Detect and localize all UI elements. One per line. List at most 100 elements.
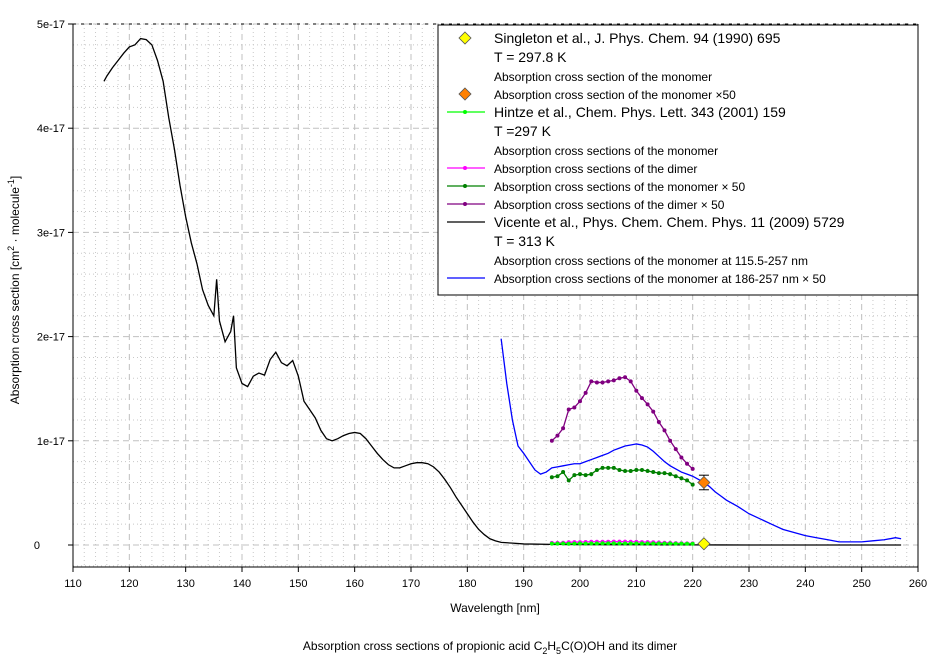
legend-marker-diamond bbox=[458, 31, 472, 45]
legend-entry-text: Absorption cross sections of the monomer… bbox=[494, 272, 826, 286]
x-tick-label: 190 bbox=[514, 578, 532, 590]
legend-entry-text: Absorption cross sections of the dimer ×… bbox=[494, 198, 725, 212]
data-point bbox=[606, 465, 611, 470]
diamond-marker bbox=[697, 475, 711, 490]
series-group bbox=[549, 541, 695, 546]
data-point bbox=[623, 541, 628, 546]
legend-entry-text: T =297 K bbox=[494, 123, 552, 139]
series-group bbox=[549, 375, 695, 471]
legend-entry-text: Singleton et al., J. Phys. Chem. 94 (199… bbox=[494, 30, 781, 46]
legend-marker-diamond bbox=[458, 87, 472, 101]
data-point bbox=[679, 541, 684, 546]
data-point bbox=[645, 469, 650, 474]
data-point bbox=[555, 433, 560, 438]
data-point bbox=[589, 472, 594, 477]
data-point bbox=[611, 541, 616, 546]
data-point bbox=[611, 378, 616, 383]
legend-marker-dot bbox=[463, 110, 467, 114]
legend-box bbox=[437, 24, 919, 296]
data-point bbox=[639, 396, 644, 401]
data-point bbox=[623, 375, 628, 380]
data-point bbox=[572, 405, 577, 410]
legend-entry-text: T = 297.8 K bbox=[494, 49, 567, 65]
chart-title: Absorption cross sections of propionic a… bbox=[303, 639, 677, 656]
data-point bbox=[639, 467, 644, 472]
data-point bbox=[623, 469, 628, 474]
chart-title-part: H bbox=[547, 639, 556, 653]
data-point bbox=[656, 471, 661, 476]
data-point bbox=[578, 472, 582, 477]
y-tick-label: 5e-17 bbox=[37, 19, 65, 31]
legend-entry-text: Hintze et al., Chem. Phys. Lett. 343 (20… bbox=[494, 104, 786, 120]
data-point bbox=[634, 541, 639, 546]
data-point bbox=[690, 541, 695, 546]
data-point bbox=[583, 473, 588, 478]
data-point bbox=[566, 407, 571, 412]
x-tick-label: 250 bbox=[852, 578, 870, 590]
data-point bbox=[594, 467, 599, 472]
x-tick-label: 140 bbox=[233, 578, 251, 590]
legend-entry-text: Absorption cross sections of the dimer bbox=[494, 162, 697, 176]
x-tick-label: 180 bbox=[458, 578, 476, 590]
legend-entry-text: Absorption cross sections of the monomer bbox=[494, 144, 718, 158]
series-group bbox=[697, 474, 711, 491]
data-point bbox=[600, 380, 605, 385]
y-axis-title-part: · molecule bbox=[8, 187, 22, 246]
data-point bbox=[572, 541, 577, 546]
data-point bbox=[594, 541, 599, 546]
x-tick-label: 260 bbox=[909, 578, 927, 590]
data-point bbox=[572, 473, 577, 478]
y-tick-label: 3e-17 bbox=[37, 227, 65, 239]
data-point bbox=[600, 541, 605, 546]
chart-title-sub: 2 bbox=[542, 646, 547, 656]
data-point bbox=[566, 478, 571, 483]
legend-entry-text: Vicente et al., Phys. Chem. Chem. Phys. … bbox=[494, 214, 845, 230]
legend-marker-dot bbox=[463, 166, 467, 170]
data-point bbox=[662, 541, 667, 546]
legend-entry-text: Absorption cross section of the monomer bbox=[494, 70, 712, 84]
x-tick-label: 230 bbox=[740, 578, 758, 590]
data-point bbox=[594, 380, 599, 385]
data-point bbox=[555, 541, 560, 546]
x-tick-label: 110 bbox=[64, 578, 82, 590]
data-point bbox=[685, 478, 690, 483]
legend: Singleton et al., J. Phys. Chem. 94 (199… bbox=[437, 24, 919, 296]
legend-marker-dot bbox=[463, 202, 467, 206]
data-point bbox=[549, 475, 554, 480]
x-tick-label: 220 bbox=[683, 578, 701, 590]
data-point bbox=[617, 467, 622, 472]
data-point bbox=[617, 541, 622, 546]
data-point bbox=[668, 472, 673, 477]
x-axis-title: Wavelength [nm] bbox=[450, 601, 540, 615]
y-axis-title: Absorption cross section [cm2 · molecule… bbox=[6, 176, 22, 404]
legend-entry-text: Absorption cross sections of the monomer… bbox=[494, 254, 808, 268]
y-axis-title-part: Absorption cross section [cm bbox=[8, 251, 22, 404]
data-point bbox=[578, 399, 582, 404]
data-point bbox=[549, 438, 554, 443]
data-point bbox=[668, 541, 673, 546]
x-tick-label: 150 bbox=[289, 578, 307, 590]
data-point bbox=[645, 402, 650, 407]
data-point bbox=[673, 447, 678, 452]
x-tick-label: 160 bbox=[345, 578, 363, 590]
chart-title-part: Absorption cross sections of propionic a… bbox=[303, 639, 543, 653]
series-group bbox=[500, 338, 902, 543]
data-point bbox=[561, 541, 566, 546]
data-point bbox=[561, 470, 566, 475]
data-point bbox=[662, 428, 667, 433]
grid bbox=[72, 23, 919, 567]
x-tick-label: 200 bbox=[571, 578, 589, 590]
series-group bbox=[103, 37, 902, 546]
chart-title-sub: 5 bbox=[556, 646, 561, 656]
data-point bbox=[645, 541, 650, 546]
y-tick-label: 2e-17 bbox=[37, 332, 65, 344]
series-group bbox=[549, 465, 695, 487]
y-tick-label: 1e-17 bbox=[37, 436, 65, 448]
data-point bbox=[617, 376, 622, 381]
x-tick-label: 130 bbox=[176, 578, 194, 590]
legend-entry-text: Absorption cross sections of the monomer… bbox=[494, 180, 745, 194]
y-tick-label: 0 bbox=[34, 540, 40, 552]
data-point bbox=[611, 465, 616, 470]
data-point bbox=[555, 474, 560, 479]
data-point bbox=[651, 541, 656, 546]
